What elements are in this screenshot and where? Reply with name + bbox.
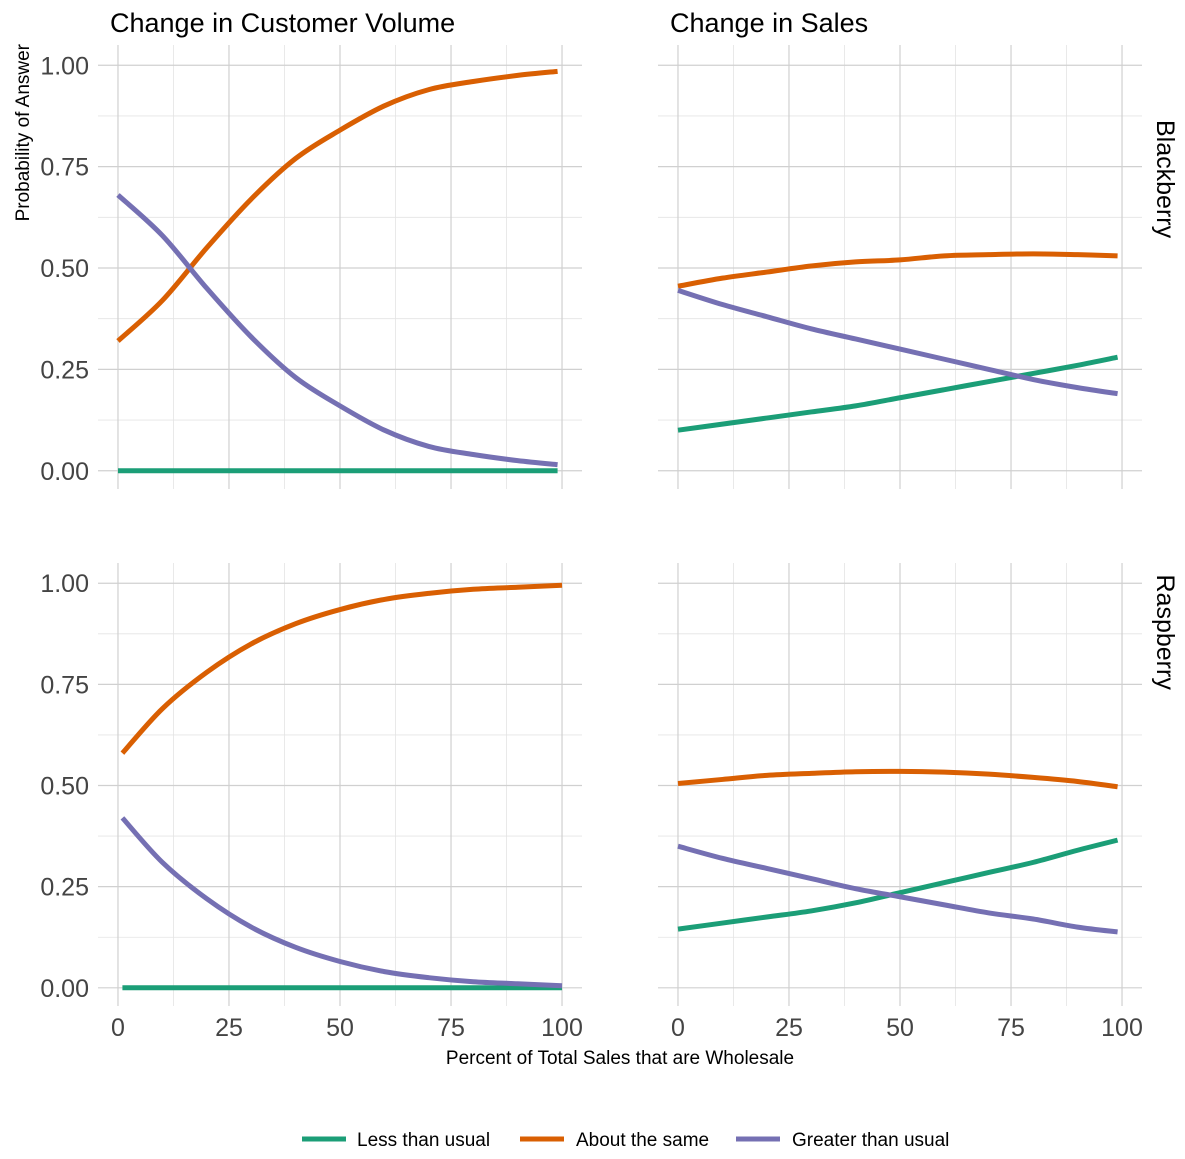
facet-strip-blackberry: Blackberry <box>1151 120 1179 239</box>
series-line-about-the-same-blackberry-sales <box>677 251 1118 289</box>
x-tick-label: 50 <box>886 1014 914 1042</box>
x-tick-label: 100 <box>541 1014 583 1042</box>
series-line-greater-than-usual-blackberry-customer-volume <box>116 193 558 468</box>
facet-strip-raspberry: Raspberry <box>1151 575 1179 691</box>
y-tick-label: 1.00 <box>40 570 89 598</box>
series-line-about-the-same-raspberry-sales <box>677 768 1118 790</box>
series-line-less-than-usual-raspberry-sales <box>677 837 1119 932</box>
x-tick-label: 25 <box>775 1014 803 1042</box>
series-line-about-the-same-blackberry-customer-volume <box>116 68 558 343</box>
legend-label-greater-than-usual: Greater than usual <box>792 1130 949 1151</box>
x-tick-label: 0 <box>111 1014 125 1042</box>
series-line-less-than-usual-blackberry-sales <box>677 354 1119 433</box>
y-tick-label: 0.75 <box>40 154 89 182</box>
y-tick-label: 1.00 <box>40 52 89 80</box>
x-tick-label: 75 <box>437 1014 465 1042</box>
x-axis-title: Percent of Total Sales that are Wholesal… <box>446 1048 794 1069</box>
y-tick-label: 0.00 <box>40 975 89 1003</box>
x-tick-label: 75 <box>997 1014 1025 1042</box>
series-line-about-the-same-raspberry-customer-volume <box>120 582 563 755</box>
y-tick-label: 0.50 <box>40 773 89 801</box>
y-tick-label: 0.75 <box>40 671 89 699</box>
legend-label-less-than-usual: Less than usual <box>357 1130 490 1151</box>
series-line-greater-than-usual-raspberry-customer-volume <box>120 816 563 989</box>
series-line-greater-than-usual-raspberry-sales <box>677 843 1118 935</box>
legend-label-about-the-same: About the same <box>576 1130 709 1151</box>
y-tick-label: 0.25 <box>40 356 89 384</box>
x-tick-label: 50 <box>326 1014 354 1042</box>
x-tick-label: 0 <box>671 1014 685 1042</box>
y-tick-label: 0.50 <box>40 255 89 283</box>
y-tick-label: 0.00 <box>40 458 89 486</box>
y-tick-label: 0.25 <box>40 874 89 902</box>
facet-title-sales: Change in Sales <box>670 8 868 38</box>
x-tick-label: 100 <box>1101 1014 1143 1042</box>
facet-title-customer-volume: Change in Customer Volume <box>110 8 455 38</box>
x-tick-label: 25 <box>215 1014 243 1042</box>
y-axis-title: Probability of Answer <box>13 43 34 221</box>
series-line-greater-than-usual-blackberry-sales <box>677 287 1118 397</box>
